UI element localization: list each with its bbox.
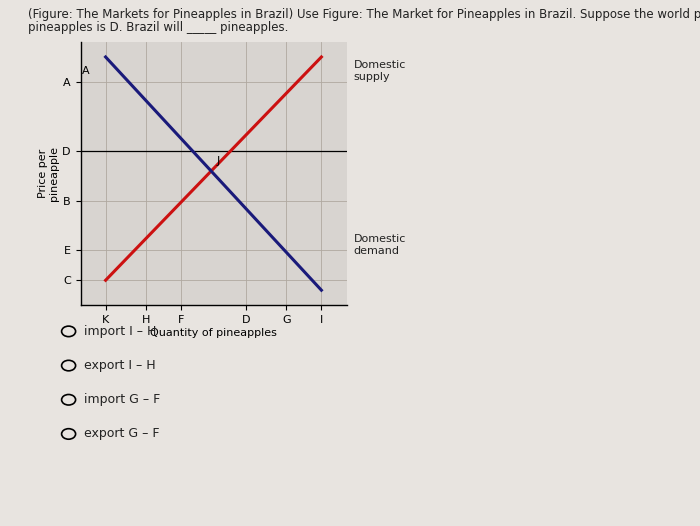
Text: import I – H: import I – H <box>84 325 156 338</box>
Text: (Figure: The Markets for Pineapples in Brazil) Use Figure: The Market for Pineap: (Figure: The Markets for Pineapples in B… <box>28 8 700 21</box>
X-axis label: Quantity of pineapples: Quantity of pineapples <box>150 328 277 338</box>
Text: J: J <box>216 156 219 166</box>
Text: pineapples is D. Brazil will _____ pineapples.: pineapples is D. Brazil will _____ pinea… <box>28 21 288 34</box>
Text: A: A <box>82 66 90 76</box>
Text: export I – H: export I – H <box>84 359 155 372</box>
Y-axis label: Price per
pineapple: Price per pineapple <box>38 146 60 201</box>
Text: import G – F: import G – F <box>84 393 160 406</box>
Text: Domestic
demand: Domestic demand <box>354 234 406 256</box>
Text: Domestic
supply: Domestic supply <box>354 60 406 82</box>
Text: export G – F: export G – F <box>84 428 160 440</box>
